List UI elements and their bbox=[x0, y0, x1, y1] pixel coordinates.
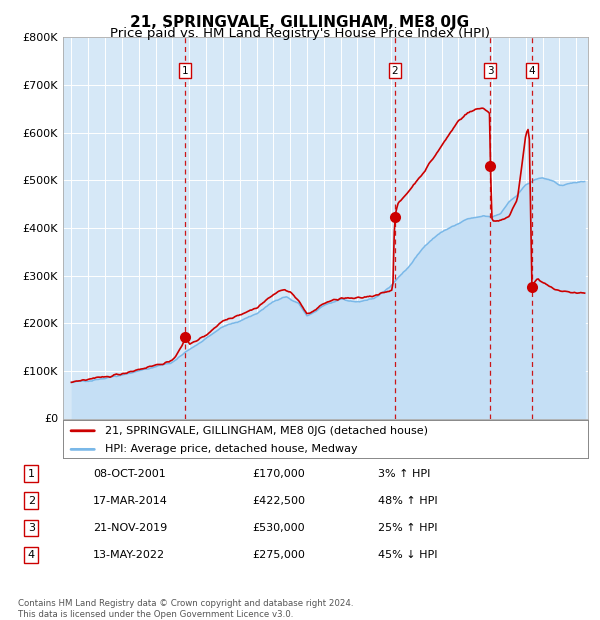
Text: Price paid vs. HM Land Registry's House Price Index (HPI): Price paid vs. HM Land Registry's House … bbox=[110, 27, 490, 40]
Text: 25% ↑ HPI: 25% ↑ HPI bbox=[378, 523, 437, 533]
Text: 4: 4 bbox=[529, 66, 535, 76]
Text: HPI: Average price, detached house, Medway: HPI: Average price, detached house, Medw… bbox=[105, 445, 358, 454]
Text: 17-MAR-2014: 17-MAR-2014 bbox=[93, 496, 168, 506]
Text: £275,000: £275,000 bbox=[252, 550, 305, 560]
Text: £170,000: £170,000 bbox=[252, 469, 305, 479]
Text: 48% ↑ HPI: 48% ↑ HPI bbox=[378, 496, 437, 506]
Text: 2: 2 bbox=[28, 496, 35, 506]
Text: 2: 2 bbox=[391, 66, 398, 76]
Text: 21, SPRINGVALE, GILLINGHAM, ME8 0JG: 21, SPRINGVALE, GILLINGHAM, ME8 0JG bbox=[130, 16, 470, 30]
Text: £422,500: £422,500 bbox=[252, 496, 305, 506]
Text: 1: 1 bbox=[28, 469, 35, 479]
Text: 45% ↓ HPI: 45% ↓ HPI bbox=[378, 550, 437, 560]
Text: £530,000: £530,000 bbox=[252, 523, 305, 533]
Text: Contains HM Land Registry data © Crown copyright and database right 2024.
This d: Contains HM Land Registry data © Crown c… bbox=[18, 600, 353, 619]
Text: 4: 4 bbox=[28, 550, 35, 560]
Text: 3% ↑ HPI: 3% ↑ HPI bbox=[378, 469, 430, 479]
Text: 08-OCT-2001: 08-OCT-2001 bbox=[93, 469, 166, 479]
Text: 21, SPRINGVALE, GILLINGHAM, ME8 0JG (detached house): 21, SPRINGVALE, GILLINGHAM, ME8 0JG (det… bbox=[105, 426, 428, 436]
Text: 3: 3 bbox=[28, 523, 35, 533]
Text: 3: 3 bbox=[487, 66, 494, 76]
Text: 21-NOV-2019: 21-NOV-2019 bbox=[93, 523, 167, 533]
Text: 1: 1 bbox=[182, 66, 188, 76]
Text: 13-MAY-2022: 13-MAY-2022 bbox=[93, 550, 165, 560]
